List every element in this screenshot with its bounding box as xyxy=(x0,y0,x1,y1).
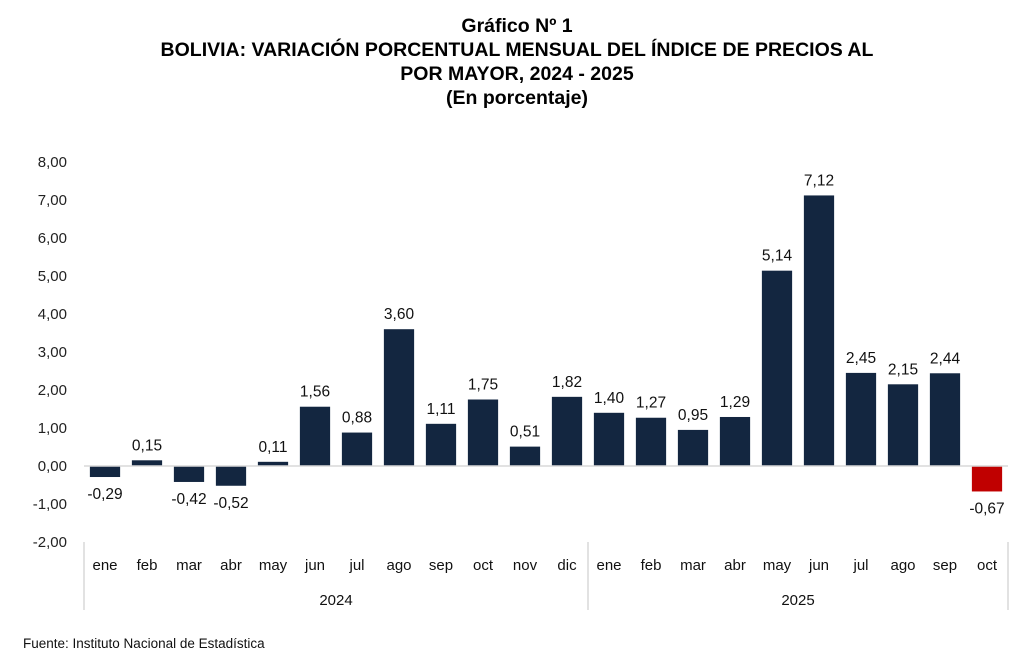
bar-may xyxy=(761,270,793,466)
bar-sep xyxy=(929,373,961,466)
data-label: -0,42 xyxy=(171,491,206,508)
bar-mar xyxy=(173,466,205,482)
data-label: 5,14 xyxy=(762,248,793,265)
data-labels: -0,29 0,15 -0,42 -0,52 0,11 1,56 0,88 3,60 1,11 1… xyxy=(87,172,1004,517)
data-label: 0,11 xyxy=(258,439,287,456)
x-tick-label: may xyxy=(763,557,792,574)
data-label: 0,95 xyxy=(678,407,708,424)
x-tick-label: mar xyxy=(680,557,706,574)
chart-title-line-1: Gráfico Nº 1 xyxy=(461,15,573,37)
bar-jun xyxy=(803,195,835,466)
x-tick-label: jun xyxy=(304,557,325,574)
data-label: 0,88 xyxy=(342,410,372,427)
x-tick-label: ene xyxy=(596,557,621,574)
bar-sep xyxy=(425,423,457,466)
bar-ene xyxy=(593,412,625,466)
data-label: 3,60 xyxy=(384,306,415,323)
y-tick-label: 3,00 xyxy=(38,344,67,361)
y-tick-label: 2,00 xyxy=(38,382,67,399)
x-tick-label: abr xyxy=(724,557,746,574)
data-label: 1,40 xyxy=(594,390,625,407)
data-label: -0,29 xyxy=(87,486,122,503)
x-tick-label: abr xyxy=(220,557,242,574)
y-tick-label: 6,00 xyxy=(38,230,67,247)
data-label: -0,67 xyxy=(969,500,1004,517)
source-note: Fuente: Instituto Nacional de Estadístic… xyxy=(23,636,265,651)
data-label: 2,45 xyxy=(846,350,876,367)
x-tick-label: oct xyxy=(977,557,998,574)
data-label: 1,27 xyxy=(636,395,666,412)
y-tick-label: 0,00 xyxy=(38,458,67,475)
x-tick-label: sep xyxy=(933,557,957,574)
x-tick-label: may xyxy=(259,557,288,574)
bar-ene xyxy=(89,466,121,478)
y-tick-label: 5,00 xyxy=(38,268,67,285)
data-label: 1,75 xyxy=(468,377,498,394)
y-tick-label: 4,00 xyxy=(38,306,67,323)
year-group-label: 2025 xyxy=(781,592,814,609)
x-axis: ene feb mar abr may jun jul ago sep oct nov dic2024… xyxy=(83,542,1009,610)
y-tick-label: -2,00 xyxy=(33,534,67,551)
chart-title-line-2: BOLIVIA: VARIACIÓN PORCENTUAL MENSUAL DE… xyxy=(160,39,874,61)
data-label: 1,82 xyxy=(552,374,582,391)
bar-nov xyxy=(509,446,541,466)
x-tick-label: jul xyxy=(852,557,868,574)
bar-jul xyxy=(341,432,373,466)
data-label: 1,11 xyxy=(426,401,455,418)
y-tick-label: 7,00 xyxy=(38,192,67,209)
bar-jul xyxy=(845,372,877,466)
data-label: 7,12 xyxy=(804,172,834,189)
chart-title: Gráfico Nº 1 BOLIVIA: VARIACIÓN PORCENTU… xyxy=(0,14,1024,110)
bar-feb xyxy=(635,417,667,466)
bar-ago xyxy=(383,329,415,466)
bar-dic xyxy=(551,396,583,466)
x-tick-label: dic xyxy=(557,557,577,574)
y-tick-label: 8,00 xyxy=(38,154,67,171)
year-group-label: 2024 xyxy=(319,592,352,609)
bar-abr xyxy=(719,416,751,466)
x-tick-label: jun xyxy=(808,557,829,574)
x-tick-label: feb xyxy=(137,557,158,574)
bar-jun xyxy=(299,406,331,466)
data-label: 0,51 xyxy=(510,424,540,441)
x-tick-label: oct xyxy=(473,557,494,574)
data-label: 2,15 xyxy=(888,361,918,378)
y-tick-label: 1,00 xyxy=(38,420,67,437)
bars xyxy=(89,195,1003,492)
x-tick-label: sep xyxy=(429,557,453,574)
data-label: 2,44 xyxy=(930,350,961,367)
x-tick-label: ago xyxy=(386,557,411,574)
bar-abr xyxy=(215,466,247,486)
bar-mar xyxy=(677,429,709,466)
bar-oct xyxy=(467,399,499,466)
data-label: -0,52 xyxy=(213,495,248,512)
bar-ago xyxy=(887,384,919,466)
x-tick-label: ago xyxy=(890,557,915,574)
bar-may xyxy=(257,461,289,466)
chart-subtitle: (En porcentaje) xyxy=(446,87,588,109)
bar-feb xyxy=(131,460,163,466)
data-label: 1,29 xyxy=(720,394,750,411)
y-axis: 8,00 7,00 6,00 5,00 4,00 3,00 2,00 1,00 0,00 -1,0… xyxy=(33,154,67,551)
y-tick-label: -1,00 xyxy=(33,496,67,513)
x-tick-label: feb xyxy=(641,557,662,574)
x-tick-label: jul xyxy=(348,557,364,574)
bar-oct xyxy=(971,466,1003,492)
chart-title-line-3: POR MAYOR, 2024 - 2025 xyxy=(400,63,634,85)
x-tick-label: ene xyxy=(92,557,117,574)
data-label: 0,15 xyxy=(132,437,162,454)
x-tick-label: nov xyxy=(513,557,538,574)
data-label: 1,56 xyxy=(300,384,330,401)
x-tick-label: mar xyxy=(176,557,202,574)
